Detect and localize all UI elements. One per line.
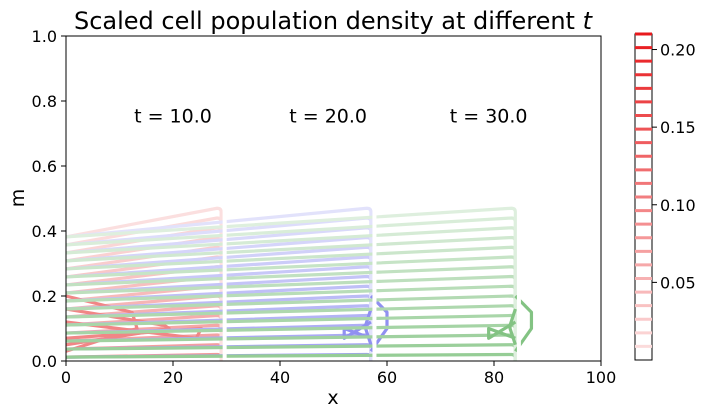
wave-front-gap — [372, 36, 377, 361]
contour-lines — [66, 36, 534, 361]
y-tick-label: 0.0 — [32, 352, 57, 371]
contour-line — [66, 343, 517, 361]
x-axis-label: x — [327, 387, 338, 409]
y-tick-label: 1.0 — [32, 27, 57, 46]
colorbar-tick-label: 0.05 — [660, 273, 696, 292]
y-axis-label: m — [7, 189, 29, 208]
x-tick-label: 60 — [377, 368, 397, 387]
wave-front-gap — [222, 36, 227, 361]
y-tick-label: 0.4 — [32, 222, 57, 241]
contour-peak-loop — [342, 320, 372, 340]
contour-peak-loop — [369, 294, 389, 353]
x-tick-label: 80 — [484, 368, 504, 387]
colorbar-tick-label: 0.10 — [660, 196, 696, 215]
x-tick-label: 40 — [270, 368, 290, 387]
contour-series-3 — [66, 206, 534, 361]
colorbar-tick-label: 0.20 — [660, 41, 696, 60]
contour-peak-loop — [514, 294, 534, 353]
y-tick-label: 0.2 — [32, 287, 57, 306]
contour-line — [66, 206, 517, 361]
contour-line — [66, 206, 223, 361]
contour-peak-loop — [487, 320, 517, 340]
time-annotation: t = 10.0 — [134, 106, 212, 128]
x-tick-label: 100 — [586, 368, 617, 387]
plot-frame — [65, 35, 602, 362]
x-tick-label: 20 — [163, 368, 183, 387]
plot-area: 0 20 40 60 80 100 0.0 0.2 0.4 0.6 0.8 1.0 t = 10.0 t … — [32, 27, 617, 387]
contour-line — [66, 206, 373, 361]
x-tick-label: 0 — [61, 368, 71, 387]
time-annotation: t = 20.0 — [289, 106, 367, 128]
chart-title: Scaled cell population density at differ… — [74, 7, 594, 35]
colorbar: 0.05 0.10 0.15 0.20 — [634, 32, 696, 361]
time-annotation: t = 30.0 — [450, 106, 528, 128]
colorbar-tick-label: 0.15 — [660, 118, 696, 137]
wave-front-gap — [516, 36, 521, 361]
y-tick-label: 0.8 — [32, 92, 57, 111]
contour-line — [66, 352, 517, 361]
y-tick-label: 0.6 — [32, 157, 57, 176]
